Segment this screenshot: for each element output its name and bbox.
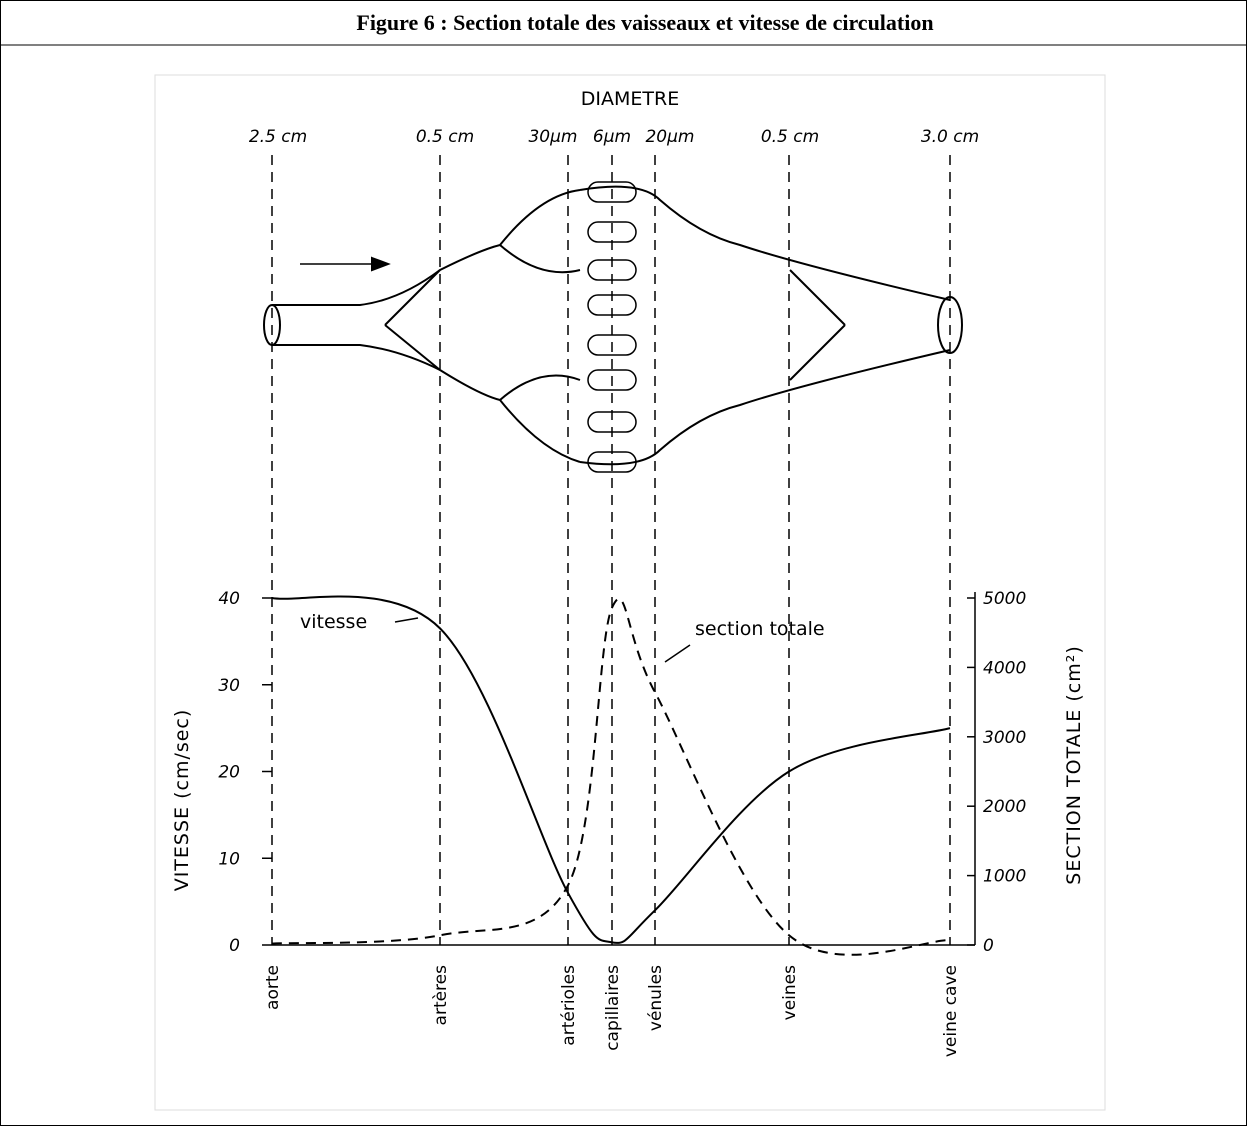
diameter-label: 30µm (528, 127, 577, 147)
y-tick-label: 40 (218, 589, 240, 609)
diameter-label: 20µm (645, 127, 694, 147)
y2-tick-label: 0 (983, 936, 994, 956)
y-tick-label: 20 (218, 763, 240, 783)
x-tick-label: artérioles (559, 965, 579, 1046)
series-label: section totale (695, 618, 825, 640)
y2-tick-label: 5000 (983, 589, 1026, 609)
diameter-label: 3.0 cm (921, 127, 979, 147)
y-axis-label: VITESSE (cm/sec) (171, 709, 193, 892)
figure-title: Figure 6 : Section totale des vaisseaux … (356, 10, 933, 35)
diameter-label: 0.5 cm (761, 127, 819, 147)
y2-axis-label: SECTION TOTALE (cm²) (1063, 645, 1085, 884)
x-tick-label: veines (780, 965, 800, 1020)
page: Figure 6 : Section totale des vaisseaux … (0, 0, 1247, 1126)
x-tick-label: vénules (646, 965, 666, 1031)
series-label: vitesse (300, 611, 367, 633)
diameter-label: 6µm (593, 127, 631, 147)
series-pointer (665, 645, 690, 662)
figure-frame (155, 75, 1105, 1110)
y2-tick-label: 3000 (983, 728, 1026, 748)
x-tick-label: veine cave (941, 965, 961, 1057)
diameter-label: 2.5 cm (249, 127, 307, 147)
y2-tick-label: 4000 (983, 658, 1026, 678)
y-tick-label: 30 (218, 676, 240, 696)
y-tick-label: 10 (218, 849, 240, 869)
y-tick-label: 0 (229, 936, 240, 956)
series-pointer (395, 618, 418, 622)
x-tick-label: aorte (263, 965, 283, 1010)
y2-tick-label: 1000 (983, 867, 1026, 887)
y2-tick-label: 2000 (983, 797, 1026, 817)
vessel-diagram (264, 182, 962, 472)
x-tick-label: capillaires (603, 965, 623, 1051)
diameter-label: 0.5 cm (416, 127, 474, 147)
series-line (272, 599, 950, 955)
diagram-title: DIAMETRE (581, 88, 679, 110)
page-border (1, 1, 1247, 1126)
series-line (272, 597, 950, 943)
x-tick-label: artères (431, 965, 451, 1026)
